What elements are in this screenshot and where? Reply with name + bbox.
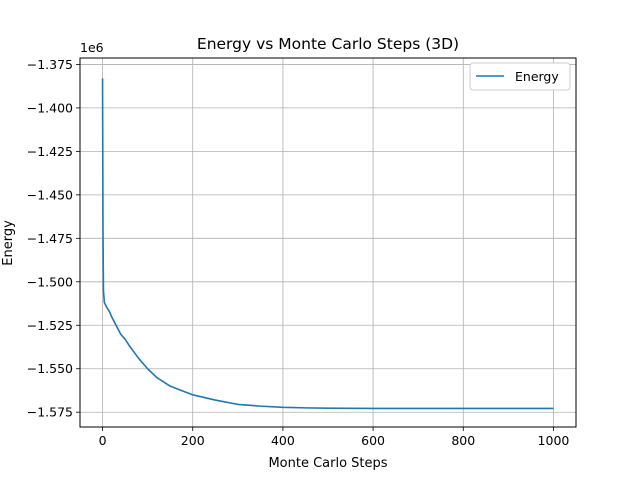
x-tick-label: 200 bbox=[181, 433, 205, 448]
y-tick-label: −1.450 bbox=[27, 187, 73, 202]
legend: Energy bbox=[469, 62, 571, 91]
x-tick-label: 800 bbox=[451, 433, 475, 448]
series-line-energy bbox=[101, 78, 554, 410]
chart-title: Energy vs Monte Carlo Steps (3D) bbox=[197, 35, 459, 53]
y-tick-label: −1.425 bbox=[27, 144, 73, 159]
series-layer bbox=[101, 78, 554, 410]
y-tick-label: −1.400 bbox=[27, 100, 73, 115]
x-tick-label: 1000 bbox=[538, 433, 570, 448]
grid bbox=[80, 58, 576, 427]
y-tick-label: −1.375 bbox=[27, 57, 73, 72]
y-axis-label: Energy bbox=[1, 220, 16, 266]
y-tick-label: −1.550 bbox=[27, 361, 73, 376]
y-offset-label: 1e6 bbox=[80, 40, 104, 55]
legend-box bbox=[469, 62, 571, 91]
x-tick-label: 0 bbox=[99, 433, 107, 448]
x-axis-label: Monte Carlo Steps bbox=[268, 456, 387, 471]
x-tick-label: 600 bbox=[361, 433, 385, 448]
x-axis: 0 200 400 600 800 1000 bbox=[99, 427, 570, 448]
y-tick-label: −1.575 bbox=[27, 405, 73, 420]
y-tick-label: −1.500 bbox=[27, 274, 73, 289]
y-tick-label: −1.525 bbox=[27, 318, 73, 333]
x-tick-label: 400 bbox=[271, 433, 295, 448]
y-axis: −1.375 −1.400 −1.425 −1.450 −1.475 −1.500 −1.5… bbox=[27, 57, 80, 420]
legend-label-energy: Energy bbox=[515, 69, 559, 84]
y-tick-label: −1.475 bbox=[27, 231, 73, 246]
plot-frame bbox=[79, 57, 577, 428]
